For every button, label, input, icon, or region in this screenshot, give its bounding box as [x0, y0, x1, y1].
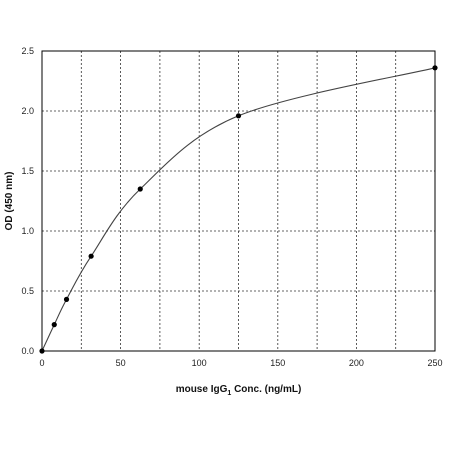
data-point	[235, 113, 242, 119]
x-tick-label: 100	[192, 358, 207, 368]
y-tick-label: 2.0	[21, 106, 34, 116]
x-tick-label: 50	[116, 358, 126, 368]
y-tick-label: 1.5	[21, 166, 34, 176]
x-axis-title: mouse IgG1 Conc. (ng/mL)	[176, 384, 302, 397]
grid-lines	[42, 51, 435, 351]
x-axis-title-suffix: Conc. (ng/mL)	[231, 384, 301, 395]
x-tick-labels: 0 50 100 150 200 250	[39, 358, 442, 368]
data-points	[39, 65, 438, 354]
x-axis-title-subscript: 1	[227, 390, 231, 397]
x-tick-label: 150	[270, 358, 285, 368]
y-tick-label: 2.5	[21, 46, 34, 56]
y-axis-title: OD (450 nm)	[4, 172, 15, 231]
x-tick-label: 200	[349, 358, 364, 368]
y-tick-labels: 0.0 0.5 1.0 1.5 2.0 2.5	[21, 46, 34, 356]
data-point	[39, 348, 45, 354]
data-point	[63, 296, 70, 302]
data-point	[88, 253, 94, 259]
y-tick-label: 0.5	[21, 286, 34, 296]
data-point	[137, 186, 143, 192]
y-tick-label: 0.0	[21, 346, 34, 356]
x-axis-title-prefix: mouse IgG	[176, 384, 228, 395]
y-tick-label: 1.0	[21, 226, 34, 236]
data-point	[432, 65, 438, 71]
x-tick-label: 0	[39, 358, 44, 368]
data-point	[51, 322, 57, 328]
plot-frame	[41, 50, 436, 352]
fit-curve	[41, 67, 436, 352]
x-tick-label: 250	[427, 358, 442, 368]
